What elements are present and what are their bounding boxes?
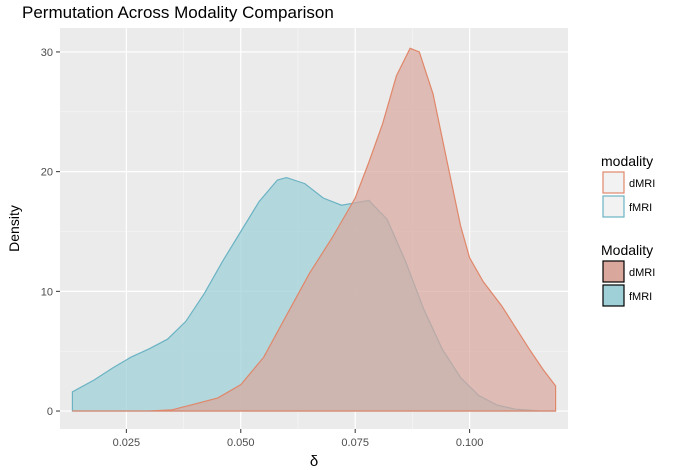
- x-tick-label: 0.025: [113, 437, 141, 449]
- legend-key-fmri: [602, 195, 625, 218]
- legends: modality dMRI fMRI Modality dMRI fMRI: [601, 153, 655, 307]
- legend-label: fMRI: [629, 291, 652, 303]
- chart-title: Permutation Across Modality Comparison: [22, 3, 334, 22]
- legend-key-dmri: [602, 260, 625, 283]
- x-tick-label: 0.100: [456, 437, 484, 449]
- density-area-dmri: [72, 47, 557, 412]
- legend-key-dmri: [602, 171, 625, 194]
- y-tick-label: 30: [41, 47, 53, 59]
- legend-label: fMRI: [629, 202, 652, 214]
- y-axis-ticks: 0 10 20 30: [41, 47, 60, 418]
- legend-key-fmri: [602, 284, 625, 307]
- y-axis-label: Density: [6, 205, 22, 252]
- y-tick-label: 0: [47, 406, 53, 418]
- density-areas: [71, 47, 557, 412]
- legend-label: dMRI: [629, 267, 655, 279]
- x-axis-ticks: 0.025 0.050 0.075 0.100: [113, 429, 484, 449]
- x-tick-label: 0.050: [227, 437, 255, 449]
- x-tick-label: 0.075: [341, 437, 369, 449]
- y-tick-label: 10: [41, 286, 53, 298]
- legend-label: dMRI: [629, 178, 655, 190]
- legend-title: Modality: [601, 242, 653, 258]
- y-tick-label: 20: [41, 167, 53, 179]
- x-axis-label: δ: [310, 453, 318, 470]
- legend-title: modality: [601, 153, 653, 169]
